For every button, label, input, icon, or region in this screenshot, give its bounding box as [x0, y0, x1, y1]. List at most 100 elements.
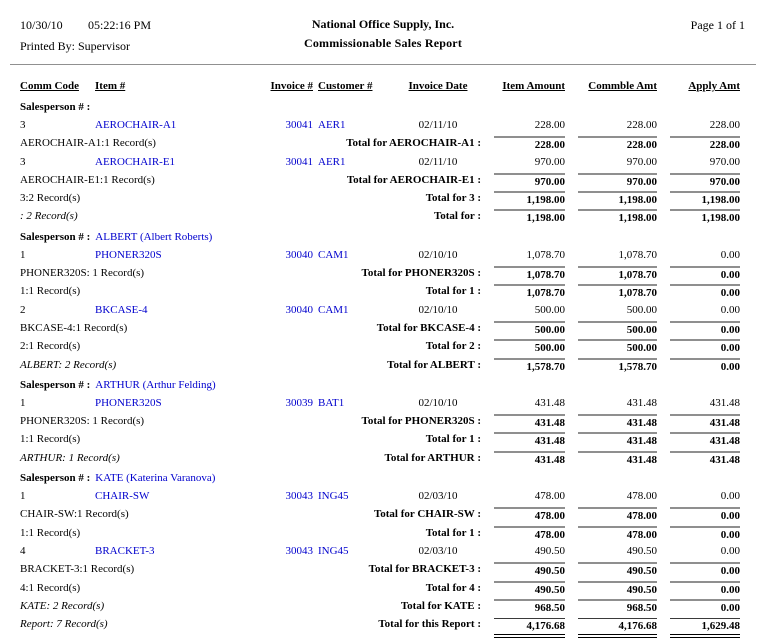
customer-number-link[interactable]: CAM1	[318, 248, 349, 261]
column-header-invoice-date: Invoice Date	[408, 80, 468, 92]
invoice-date-cell: 02/03/10	[418, 490, 458, 503]
total-label: Total for CHAIR-SW :	[373, 508, 481, 521]
total-commble-amt-cell: 478.00	[565, 505, 657, 523]
total-amount-value: 500.00	[626, 323, 657, 336]
item-number-link[interactable]: AEROCHAIR-E1	[95, 155, 176, 168]
total-rule-line	[670, 339, 740, 342]
total-amount-value: 0.00	[720, 565, 740, 578]
total-amount-value: 1,198.00	[701, 212, 741, 225]
report-double-rule	[494, 634, 565, 639]
total-commble-amt-cell: 431.48	[565, 430, 657, 448]
total-item-amount-cell: 1,198.00	[481, 189, 565, 207]
total-label: Total for AEROCHAIR-E1 :	[346, 173, 481, 186]
detail-row: 1 CHAIR-SW 30043 ING45 02/03/10 478.00 478.00 0…	[20, 487, 740, 505]
apply-amt-cell: 228.00	[709, 119, 740, 131]
total-amount-value: 970.00	[534, 175, 565, 188]
total-amount-value: 1,078.70	[618, 269, 658, 282]
total-rule-line	[670, 266, 740, 269]
customer-number-link[interactable]: AER1	[318, 155, 346, 168]
item-number-link[interactable]: BRACKET-3	[95, 544, 155, 557]
total-amount-value: 1,078.70	[526, 269, 566, 282]
total-amount-value: 0.00	[720, 601, 740, 614]
record-count-text: ALBERT: 2 Record(s)	[20, 358, 117, 371]
total-apply-amt-cell: 0.00	[657, 560, 740, 578]
total-rule-line	[578, 414, 657, 417]
total-label: Total for 1 :	[425, 526, 481, 539]
invoice-number-link[interactable]: 30041	[285, 119, 314, 131]
total-amount-value: 968.50	[534, 601, 565, 614]
salesperson-name-link[interactable]: ALBERT (Albert Roberts)	[95, 230, 213, 243]
run-time: 05:22:16 PM	[88, 18, 152, 32]
total-rule-line	[494, 209, 565, 212]
total-amount-value: 431.48	[709, 417, 740, 430]
total-rule-line	[670, 136, 740, 139]
invoice-number-link[interactable]: 30041	[285, 155, 314, 168]
invoice-date-cell: 02/03/10	[418, 544, 458, 557]
salesperson-label: Salesperson # :	[20, 378, 91, 391]
record-count-text: ARTHUR: 1 Record(s)	[20, 451, 120, 464]
total-amount-value: 1,578.70	[618, 360, 658, 373]
total-apply-amt-cell: 431.48	[657, 430, 740, 448]
invoice-number-link[interactable]: 30043	[285, 544, 314, 557]
invoice-date-cell: 02/10/10	[418, 248, 458, 261]
total-item-amount-cell: 490.50	[481, 560, 565, 578]
total-rule-line	[494, 432, 565, 435]
total-item-amount-cell: 968.50	[481, 597, 565, 615]
total-label: Total for KATE :	[400, 599, 481, 612]
commble-amt-cell: 500.00	[626, 303, 657, 316]
record-count-text: 1:1 Record(s)	[20, 433, 81, 446]
total-item-amount-cell: 970.00	[481, 171, 565, 189]
customer-number-link[interactable]: CAM1	[318, 303, 349, 316]
total-rule-line	[494, 266, 565, 269]
record-count-text: CHAIR-SW:1 Record(s)	[20, 508, 129, 521]
invoice-number-link[interactable]: 30040	[285, 248, 314, 261]
item-number-link[interactable]: AEROCHAIR-A1	[95, 119, 177, 131]
item-number-link[interactable]: BKCASE-4	[95, 303, 148, 316]
page-number: Page 1 of 1	[690, 18, 745, 32]
item-amount-cell: 490.50	[534, 544, 565, 557]
invoice-date-cell: 02/11/10	[418, 155, 458, 168]
record-count-text: Report: 7 Record(s)	[20, 618, 108, 631]
total-amount-value: 1,078.70	[526, 287, 566, 300]
total-amount-value: 478.00	[626, 528, 657, 541]
total-amount-value: 4,176.68	[618, 620, 658, 633]
total-rule-line	[670, 507, 740, 510]
item-number-link[interactable]: PHONER320S	[95, 248, 162, 261]
total-item-amount-cell: 478.00	[481, 524, 565, 542]
item-amount-cell: 500.00	[534, 303, 565, 316]
salesperson-name-link[interactable]: ARTHUR (Arthur Felding)	[95, 378, 216, 391]
printed-by: Printed By: Supervisor	[20, 39, 130, 53]
invoice-number-link[interactable]: 30043	[285, 490, 314, 503]
total-row: AEROCHAIR-E1:1 Record(s) Total for AEROCH…	[20, 171, 740, 189]
total-commble-amt-cell: 478.00	[565, 524, 657, 542]
invoice-number-link[interactable]: 30039	[285, 396, 314, 409]
total-rule-line	[578, 136, 657, 139]
total-row: 1:1 Record(s) Total for 1 : 1,078.70 1,078.…	[20, 282, 740, 300]
salesperson-name-link[interactable]: KATE (Katerina Varanova)	[95, 472, 216, 485]
customer-number-link[interactable]: ING45	[318, 490, 349, 503]
total-rule-line	[494, 580, 565, 583]
detail-row: 2 BKCASE-4 30040 CAM1 02/10/10 500.00 500.00 0.…	[20, 301, 740, 319]
total-item-amount-cell: 4,176.68	[481, 615, 566, 639]
total-rule-line	[578, 284, 657, 287]
total-commble-amt-cell: 1,078.70	[565, 282, 657, 300]
apply-amt-cell: 0.00	[720, 248, 740, 261]
item-number-link[interactable]: CHAIR-SW	[95, 490, 150, 503]
commble-amt-cell: 478.00	[626, 490, 657, 503]
column-header-comm-code: Comm Code	[20, 80, 79, 92]
total-amount-value: 490.50	[534, 565, 565, 578]
total-rule-line	[578, 507, 657, 510]
record-count-text: PHONER320S: 1 Record(s)	[20, 415, 145, 428]
customer-number-link[interactable]: AER1	[318, 119, 346, 131]
customer-number-link[interactable]: ING45	[318, 544, 349, 557]
total-label: Total for 4 :	[425, 581, 481, 594]
invoice-number-link[interactable]: 30040	[285, 303, 314, 316]
customer-number-link[interactable]: BAT1	[318, 396, 345, 409]
total-amount-value: 0.00	[720, 269, 740, 282]
apply-amt-cell: 970.00	[709, 155, 740, 168]
total-amount-value: 1,198.00	[618, 212, 658, 225]
detail-row: 4 BRACKET-3 30043 ING45 02/03/10 490.50 490.50…	[20, 542, 740, 560]
total-amount-value: 4,176.68	[526, 620, 566, 633]
record-count-text: 4:1 Record(s)	[20, 581, 81, 594]
item-number-link[interactable]: PHONER320S	[95, 396, 162, 409]
